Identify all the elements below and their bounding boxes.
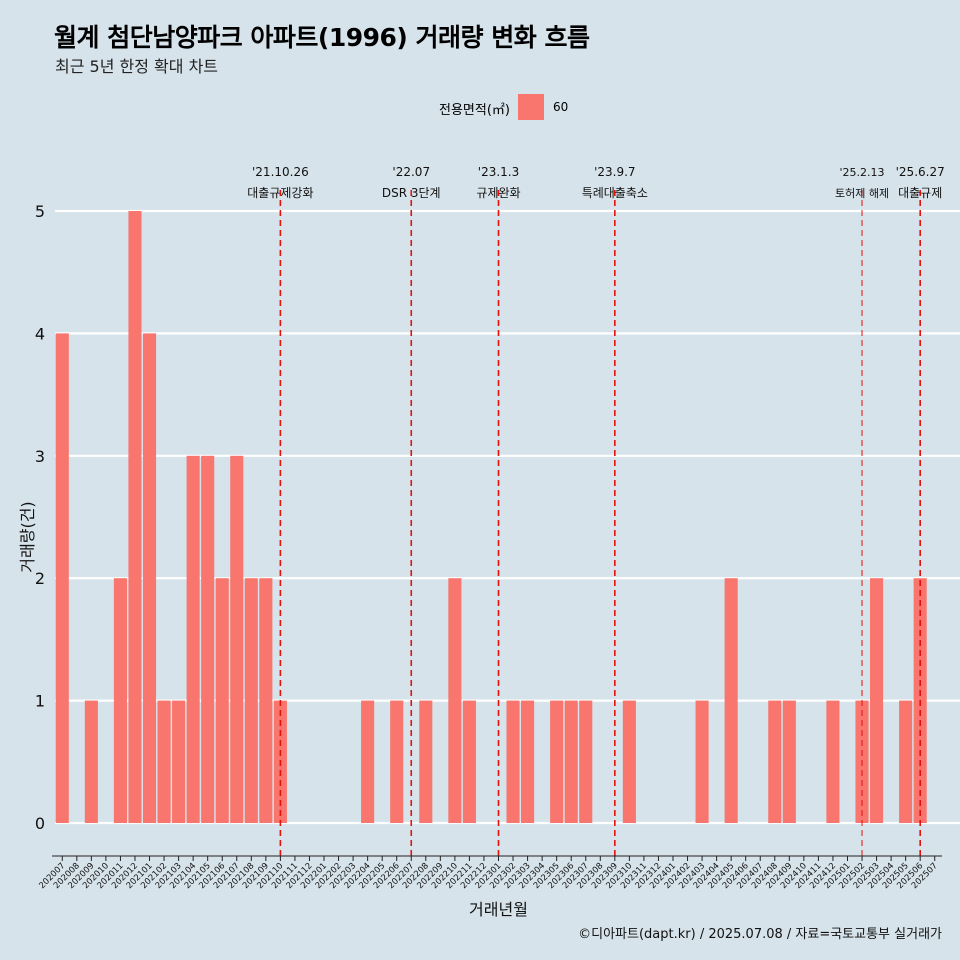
y-tick-label: 4 <box>35 324 45 343</box>
bar <box>462 700 476 823</box>
chart-subtitle: 최근 5년 한정 확대 차트 <box>55 57 219 76</box>
event-name-label: DSR 3단계 <box>382 186 441 200</box>
bar <box>157 700 171 823</box>
chart-title: 월계 첨단남양파크 아파트(1996) 거래량 변화 흐름 <box>54 23 590 52</box>
bar <box>201 455 215 823</box>
event-name-label: 대출규제강화 <box>247 186 313 200</box>
bar <box>550 700 564 823</box>
bar <box>899 700 913 823</box>
bar <box>55 333 69 823</box>
bar <box>142 333 157 823</box>
legend-item-label: 60 <box>553 100 569 114</box>
bar <box>419 700 433 823</box>
legend: 전용면적(㎡) 60 <box>0 94 960 120</box>
bar <box>230 455 244 823</box>
event-date-label: '23.1.3 <box>478 165 519 179</box>
bar <box>768 700 782 823</box>
y-tick-label: 0 <box>35 814 45 833</box>
bar <box>564 700 578 823</box>
legend-title: 전용면적(㎡) <box>439 103 510 118</box>
bars <box>55 211 927 823</box>
bar <box>521 700 535 823</box>
bar <box>695 700 709 823</box>
bar <box>448 578 462 823</box>
event-date-label: '23.9.7 <box>594 165 635 179</box>
bar <box>506 700 520 823</box>
y-tick-label: 2 <box>35 569 45 588</box>
legend-swatch <box>518 94 544 120</box>
source-caption: ©디아파트(dapt.kr) / 2025.07.08 / 자료=국토교통부 실… <box>578 927 942 942</box>
x-axis-title: 거래년월 <box>469 900 528 919</box>
bar <box>244 578 258 823</box>
event-markers: '21.10.26 대출규제강화 '22.07 DSR 3단계 '23.1.3 규제완화 '… <box>247 165 945 856</box>
bar <box>826 700 840 823</box>
event-name-label: 규제완화 <box>476 186 520 200</box>
event-name-label: 특례대출축소 <box>582 186 648 200</box>
bar <box>113 578 127 823</box>
event-date-label: '22.07 <box>392 165 430 179</box>
event-name-label: 대출규제 <box>898 186 942 200</box>
bar <box>128 211 142 823</box>
bar <box>579 700 593 823</box>
event-date-label: '21.10.26 <box>252 165 309 179</box>
bar <box>390 700 404 823</box>
bar <box>215 578 229 823</box>
bar <box>782 700 796 823</box>
event-date-label: '25.6.27 <box>896 165 945 179</box>
bar <box>84 700 98 823</box>
bar <box>172 700 186 823</box>
bar <box>259 578 273 823</box>
axes: 0123452020072020082020092020102020112020… <box>18 202 942 919</box>
y-tick-label: 1 <box>35 692 45 711</box>
bar <box>622 700 636 823</box>
bar <box>870 578 884 823</box>
y-tick-label: 5 <box>35 202 45 221</box>
event-date-label: '25.2.13 <box>840 166 885 179</box>
y-axis-title: 거래량(건) <box>18 501 37 572</box>
event-name-label: 토허제 해제 <box>835 186 889 200</box>
y-tick-label: 3 <box>35 447 45 466</box>
bar <box>361 700 375 823</box>
bar <box>724 578 738 823</box>
bar <box>186 455 200 823</box>
